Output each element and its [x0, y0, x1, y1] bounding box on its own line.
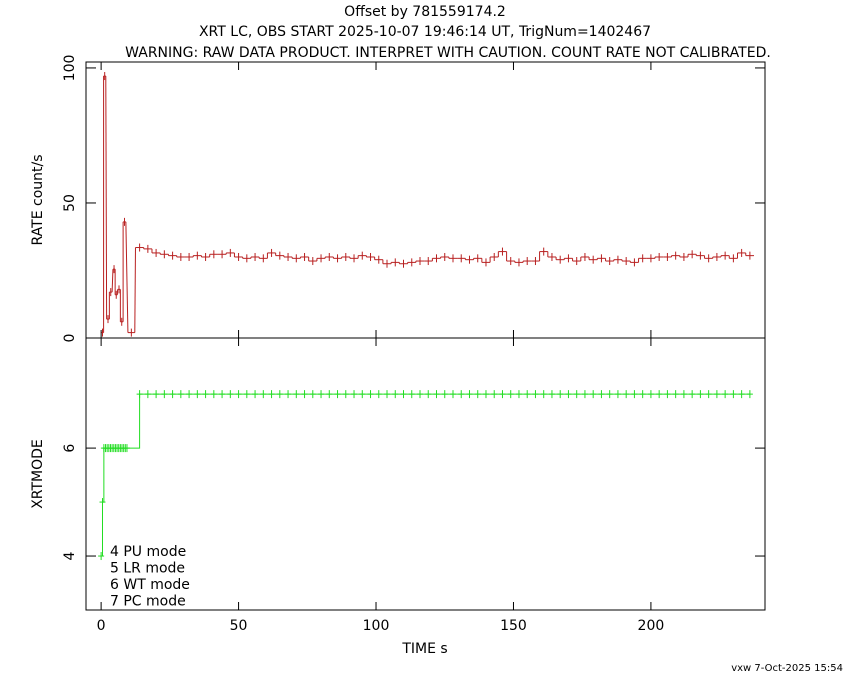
- panel-frame: [86, 62, 765, 338]
- y-tick-label: 0: [62, 334, 78, 343]
- x-tick-label: 0: [97, 618, 106, 634]
- x-tick-label: 100: [363, 618, 390, 634]
- rate-step: [126, 222, 128, 333]
- legend-note: 4 PU mode: [110, 544, 186, 560]
- warning-note: WARNING: RAW DATA PRODUCT. INTERPRET WIT…: [125, 45, 771, 61]
- mode-line: [101, 394, 750, 556]
- rate-step: [135, 248, 136, 333]
- x-tick-label: 150: [500, 618, 527, 634]
- legend-note: 7 PC mode: [110, 594, 186, 610]
- y-tick-label: 4: [62, 551, 78, 560]
- x-tick-label: 50: [230, 618, 248, 634]
- x-axis-label: TIME s: [401, 641, 447, 657]
- chart-title: Offset by 781559174.2: [344, 4, 506, 20]
- y-axis-label: RATE count/s: [30, 154, 46, 245]
- x-tick-label: 200: [638, 618, 665, 634]
- y-axis-label: XRTMODE: [30, 439, 46, 509]
- y-tick-label: 100: [62, 55, 78, 82]
- y-tick-label: 50: [62, 194, 78, 212]
- footer: vxw 7-Oct-2025 15:54: [731, 663, 843, 674]
- chart-subtitle: XRT LC, OBS START 2025-10-07 19:46:14 UT…: [199, 24, 651, 40]
- rate-step: [112, 269, 113, 292]
- legend-note: 5 LR mode: [110, 561, 185, 577]
- legend-note: 6 WT mode: [110, 577, 190, 593]
- rate-step: [106, 76, 107, 319]
- panel-frame: [86, 338, 765, 610]
- y-tick-label: 6: [62, 444, 78, 453]
